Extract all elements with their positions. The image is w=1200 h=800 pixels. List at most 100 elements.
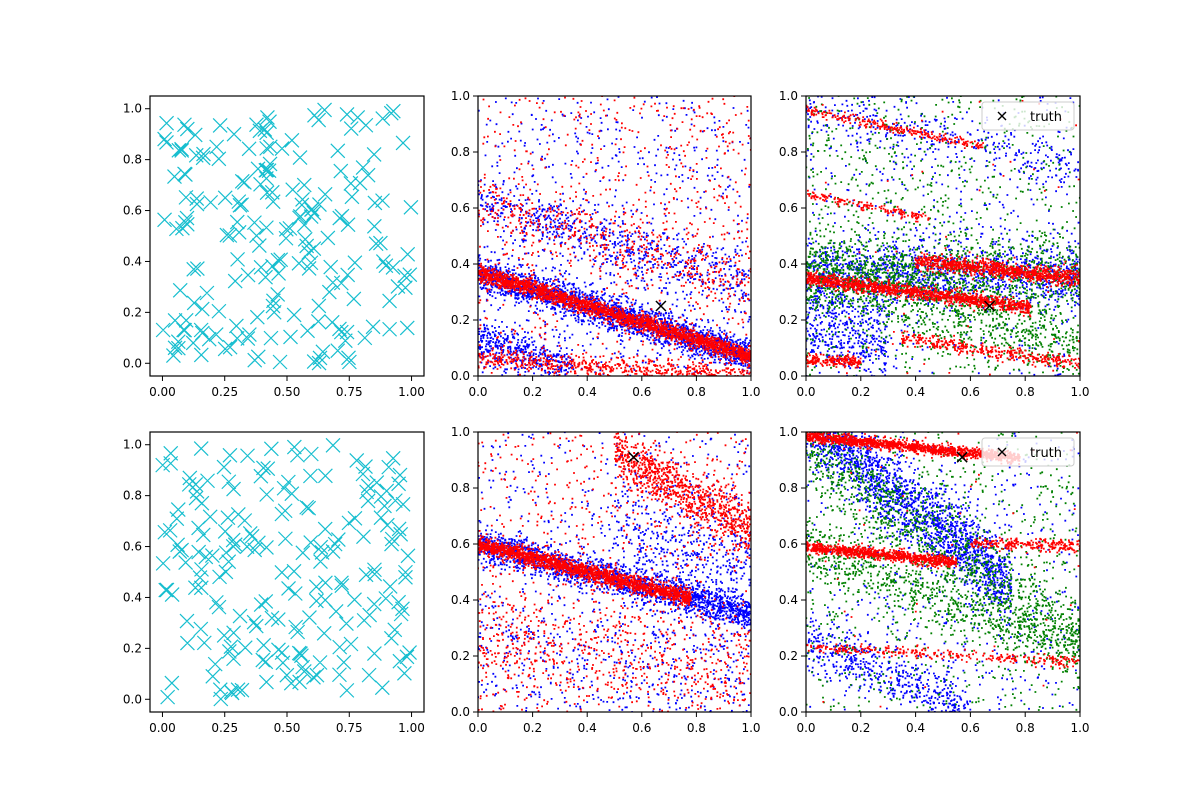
legend-label: truth [1030, 110, 1062, 125]
y-tick-label: 0.2 [123, 641, 142, 655]
legend-box [981, 437, 1075, 467]
y-tick-label: 1.0 [779, 425, 798, 439]
series-3 [806, 432, 1080, 708]
y-tick-label: 0.4 [779, 257, 798, 271]
x-tick-label: 0.4 [578, 385, 597, 399]
axes-frame [477, 431, 752, 713]
y-tick-label: 0.0 [451, 369, 470, 383]
x-tick-label: 0.75 [336, 385, 363, 399]
x-tick-label: 0.8 [1016, 385, 1035, 399]
series-3 [806, 100, 1080, 376]
y-tick-label: 1.0 [123, 102, 142, 116]
y-tick-label: 0.0 [779, 705, 798, 719]
point-cloud [806, 100, 1080, 376]
x-tick-label: 0.25 [211, 721, 238, 735]
y-tick-label: 0.4 [779, 593, 798, 607]
subplot-2: 0.0 0.2 0.4 0.6 0.8 1.0 0.0 0.2 0.4 0.6 0.8 1.0 [451, 89, 761, 399]
x-tick-label: 0.0 [468, 721, 487, 735]
x-tick-label: 0.8 [687, 721, 706, 735]
y-tick-label: 0.6 [451, 537, 470, 551]
x-tick-label: 0.0 [796, 721, 815, 735]
series-2 [806, 96, 1080, 376]
plot-area [155, 102, 419, 371]
x-tick-label: 0.2 [523, 721, 542, 735]
series-2 [806, 432, 1080, 712]
y-tick-label: 0.8 [779, 481, 798, 495]
y-tick-label: 0.0 [123, 692, 142, 706]
subplot-4: 0.00 0.25 0.50 0.75 1.00 0.0 0.2 0.4 0.6 0.8 1.0 [123, 431, 425, 735]
plot-area [155, 437, 417, 707]
x-markers [155, 437, 417, 707]
y-tick-label: 0.8 [451, 481, 470, 495]
point-cloud [806, 432, 1080, 708]
x-tick-label: 1.0 [741, 385, 760, 399]
x-tick-label: 0.8 [1016, 721, 1035, 735]
y-tick-label: 0.6 [451, 201, 470, 215]
x-tick-label: 0.25 [211, 385, 238, 399]
point-cloud [478, 96, 751, 376]
y-tick-label: 1.0 [779, 89, 798, 103]
y-tick-label: 0.2 [779, 649, 798, 663]
y-tick-label: 0.8 [779, 145, 798, 159]
series-1 [478, 432, 751, 712]
y-tick-label: 0.2 [451, 313, 470, 327]
x-tick-label: 0.2 [851, 721, 870, 735]
axes-frame [805, 95, 1081, 377]
legend-label: truth [1030, 446, 1062, 461]
subplot-1: 0.00 0.25 0.50 0.75 1.00 0.0 0.2 0.4 0.6 0.8 1.0 [123, 95, 425, 399]
axes-frame [805, 431, 1081, 713]
y-tick-label: 0.0 [451, 705, 470, 719]
y-tick-label: 0.8 [451, 145, 470, 159]
legend: truth [981, 437, 1075, 467]
y-tick-label: 1.0 [123, 438, 142, 452]
y-tick-label: 0.2 [123, 305, 142, 319]
x-tick-label: 0.6 [632, 385, 651, 399]
series-2 [478, 432, 751, 712]
y-tick-label: 1.0 [451, 89, 470, 103]
y-tick-label: 0.2 [779, 313, 798, 327]
subplot-6: 0.0 0.2 0.4 0.6 0.8 1.0 0.0 0.2 0.4 0.6 0.8 1.0 trut… [779, 425, 1090, 735]
legend-x-icon [997, 447, 1007, 457]
y-tick-label: 0.4 [451, 257, 470, 271]
series-2 [478, 96, 751, 376]
y-tick-label: 0.6 [779, 537, 798, 551]
truth-marker [628, 451, 640, 463]
x-tick-label: 1.00 [398, 721, 425, 735]
plot-area [478, 96, 751, 376]
point-cloud [478, 432, 751, 712]
x-tick-label: 0.00 [149, 721, 176, 735]
subplot-5: 0.0 0.2 0.4 0.6 0.8 1.0 0.0 0.2 0.4 0.6 0.8 1.0 [451, 425, 761, 735]
x-tick-label: 1.0 [1070, 721, 1089, 735]
x-tick-label: 0.4 [906, 721, 925, 735]
series-1 [155, 437, 417, 707]
truth-marker [655, 300, 667, 312]
x-tick-label: 0.6 [961, 385, 980, 399]
plot-area [478, 432, 751, 712]
x-tick-label: 0.75 [336, 721, 363, 735]
x-tick-label: 0.0 [796, 385, 815, 399]
plot-area [806, 96, 1080, 376]
subplot-3: 0.0 0.2 0.4 0.6 0.8 1.0 0.0 0.2 0.4 0.6 0.8 1.0 trut… [779, 89, 1090, 399]
truth-marker [956, 451, 968, 463]
y-tick-label: 0.2 [451, 649, 470, 663]
y-tick-label: 0.4 [123, 590, 142, 604]
point-cloud [478, 432, 751, 712]
x-tick-label: 1.00 [398, 385, 425, 399]
x-tick-label: 0.6 [961, 721, 980, 735]
x-tick-label: 0.50 [274, 721, 301, 735]
x-tick-label: 0.6 [632, 721, 651, 735]
point-cloud [806, 96, 1080, 376]
y-tick-label: 0.0 [123, 356, 142, 370]
legend-x-icon [997, 111, 1007, 121]
x-tick-label: 0.8 [687, 385, 706, 399]
x-tick-label: 0.4 [906, 385, 925, 399]
legend: truth [981, 101, 1075, 131]
y-tick-label: 0.4 [451, 593, 470, 607]
legend-box [981, 101, 1075, 131]
x-tick-label: 0.0 [468, 385, 487, 399]
x-tick-label: 0.50 [274, 385, 301, 399]
point-cloud [806, 432, 1080, 712]
x-tick-label: 0.2 [851, 385, 870, 399]
